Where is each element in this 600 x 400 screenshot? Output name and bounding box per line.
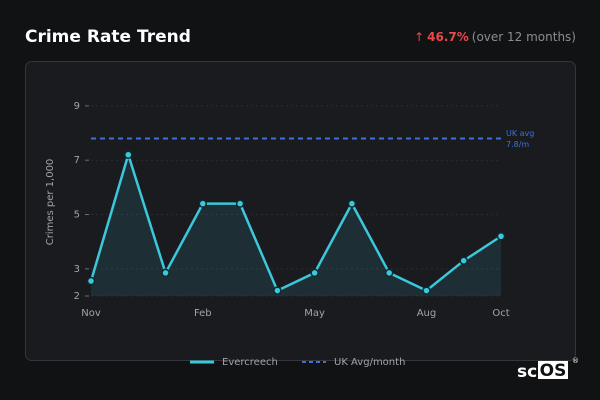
x-tick-label: Feb xyxy=(194,308,212,319)
change-arrow: ↑ xyxy=(414,30,424,44)
series-area xyxy=(91,154,501,296)
data-point xyxy=(273,286,282,295)
series-line xyxy=(89,153,502,292)
y-tick-label: 7 xyxy=(74,155,80,166)
reference-label: UK avg xyxy=(506,129,534,138)
change-value: 46.7% xyxy=(427,30,469,44)
x-tick-label: Oct xyxy=(492,308,509,319)
data-point xyxy=(496,231,506,241)
chart-title: Crime Rate Trend xyxy=(25,27,191,47)
data-point xyxy=(161,268,170,278)
x-tick-label: May xyxy=(304,308,325,319)
x-tick-label: Aug xyxy=(417,308,437,319)
data-point xyxy=(198,199,208,208)
data-point xyxy=(235,199,245,208)
legend-label: Evercreech xyxy=(222,357,278,368)
logo-text: sc xyxy=(517,362,537,382)
logo-box xyxy=(538,361,568,379)
data-point xyxy=(124,150,133,160)
y-tick-label: 5 xyxy=(74,210,80,221)
data-point xyxy=(86,276,96,286)
chart-panel xyxy=(25,61,576,361)
y-tick-label: 2 xyxy=(74,291,80,302)
logo-boxed-text: OS xyxy=(540,361,567,381)
x-tick-label: Nov xyxy=(81,308,101,319)
change-period: (over 12 months) xyxy=(472,30,576,44)
data-point xyxy=(422,286,431,295)
logo-mark: ® xyxy=(572,357,579,365)
change-summary: ↑ 46.7% (over 12 months) xyxy=(414,30,576,44)
reference-label: 7.8/m xyxy=(506,140,529,149)
y-tick-label: 9 xyxy=(74,101,80,112)
data-point xyxy=(384,268,394,278)
legend-label: UK Avg/month xyxy=(334,357,405,368)
y-axis-label: Crimes per 1,000 xyxy=(45,159,56,246)
y-tick-label: 3 xyxy=(74,264,80,275)
data-point xyxy=(347,199,357,208)
data-point xyxy=(310,268,319,278)
data-point xyxy=(459,256,468,265)
